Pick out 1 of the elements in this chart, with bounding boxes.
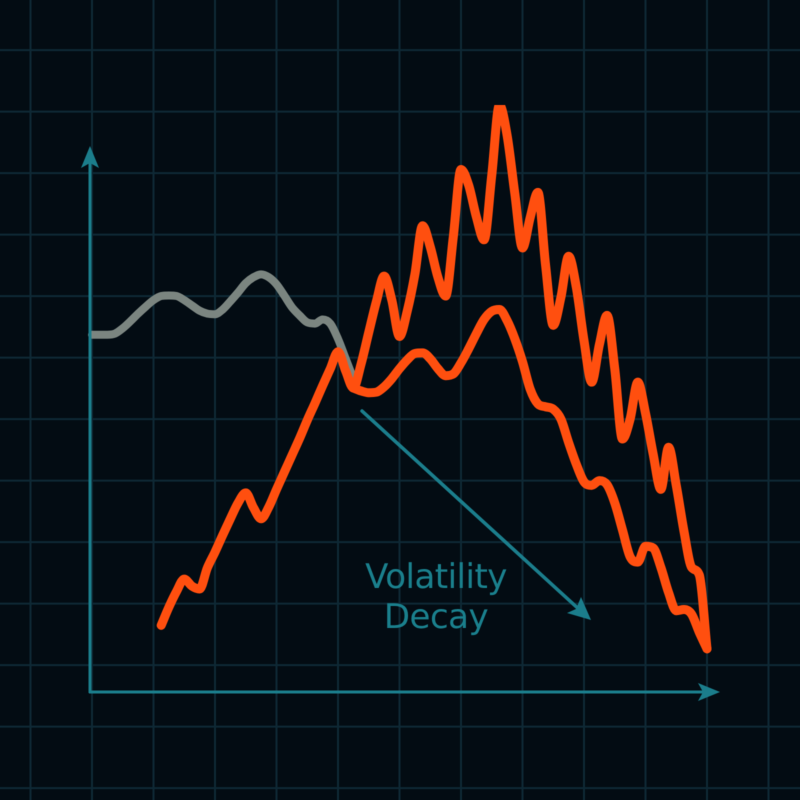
annotation: Volatility Decay [364,557,508,637]
